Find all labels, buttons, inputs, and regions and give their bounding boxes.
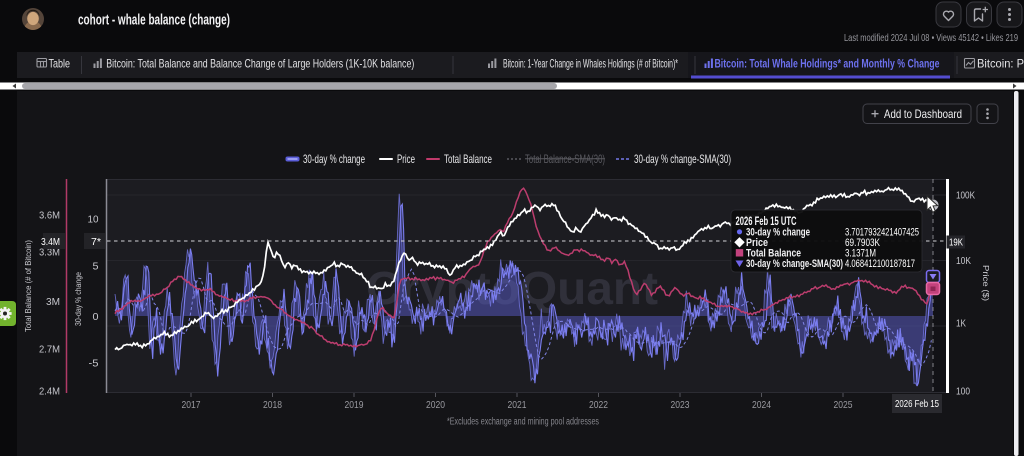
svg-text:Add to Dashboard: Add to Dashboard <box>884 107 962 121</box>
svg-text:Bitcoin: Total Balance and Bal: Bitcoin: Total Balance and Balance Chang… <box>106 57 414 71</box>
svg-text:10K: 10K <box>956 255 971 267</box>
svg-text:Bitcoin: Total Whale Holdings*: Bitcoin: Total Whale Holdings* and Month… <box>715 57 940 71</box>
svg-text:Total Balance: Total Balance <box>444 152 492 166</box>
svg-text:Total Balance: Total Balance <box>746 248 801 260</box>
svg-text:2023: 2023 <box>671 399 690 411</box>
svg-text:Total Balance (# of Bitcoin): Total Balance (# of Bitcoin) <box>23 240 33 332</box>
svg-text:2.4M: 2.4M <box>39 386 60 398</box>
svg-text:2018: 2018 <box>263 399 282 411</box>
svg-text:7*: 7* <box>91 236 101 248</box>
svg-text:3.3M: 3.3M <box>39 247 60 259</box>
svg-text:2021: 2021 <box>508 399 527 411</box>
svg-text:cohort - whale balance (change: cohort - whale balance (change) <box>78 12 230 29</box>
svg-text:2017: 2017 <box>182 399 201 411</box>
svg-text:30-day % change: 30-day % change <box>746 227 810 239</box>
svg-text:3.4M: 3.4M <box>41 236 60 248</box>
svg-text:3M: 3M <box>46 296 60 308</box>
svg-text:2019: 2019 <box>345 399 364 411</box>
svg-text:10: 10 <box>88 213 99 225</box>
svg-text:*Excludes exchange and mining: *Excludes exchange and mining pool addre… <box>447 417 599 428</box>
svg-text:3.6M: 3.6M <box>39 210 60 222</box>
svg-text:2022: 2022 <box>589 399 608 411</box>
svg-text:0: 0 <box>93 311 99 323</box>
svg-text:CryptoQuant: CryptoQuant <box>366 262 658 314</box>
svg-text:19K: 19K <box>949 236 963 248</box>
svg-text:Price: Price <box>746 237 768 249</box>
svg-text:Table: Table <box>49 57 71 71</box>
svg-text:1K: 1K <box>956 318 966 330</box>
svg-text:30-day % change: 30-day % change <box>73 272 83 326</box>
svg-text:2025: 2025 <box>834 399 853 411</box>
svg-text:Bitcoin: P: Bitcoin: P <box>977 57 1024 71</box>
svg-text:69.7903K: 69.7903K <box>845 237 880 249</box>
svg-text:30-day % change-SMA(30): 30-day % change-SMA(30) <box>746 258 843 270</box>
svg-text:4.068412100187817: 4.068412100187817 <box>845 258 915 270</box>
svg-text:30-day % change: 30-day % change <box>303 152 365 166</box>
svg-text:-5: -5 <box>89 358 99 370</box>
svg-text:100K: 100K <box>956 190 975 202</box>
svg-text:Last modified 2024 Jul 08 • Vi: Last modified 2024 Jul 08 • Views 45142 … <box>844 32 1018 44</box>
svg-text:3.7017932421407425: 3.7017932421407425 <box>845 227 919 239</box>
svg-text:5: 5 <box>93 260 99 272</box>
svg-text:2020: 2020 <box>426 399 445 411</box>
svg-text:2.7M: 2.7M <box>39 344 60 356</box>
svg-text:Price: Price <box>397 152 415 166</box>
svg-text:2026 Feb 15: 2026 Feb 15 <box>895 398 939 410</box>
svg-text:Price ($): Price ($) <box>981 265 991 301</box>
svg-text:3.1371M: 3.1371M <box>845 248 876 260</box>
svg-text:30-day % change-SMA(30): 30-day % change-SMA(30) <box>634 152 731 166</box>
svg-text:2024: 2024 <box>752 399 771 411</box>
svg-text:2026 Feb 15 UTC: 2026 Feb 15 UTC <box>736 216 797 228</box>
svg-text:Bitcoin: 1-Year Change in Whal: Bitcoin: 1-Year Change in Whales Holding… <box>503 57 678 71</box>
svg-text:100: 100 <box>956 386 970 398</box>
